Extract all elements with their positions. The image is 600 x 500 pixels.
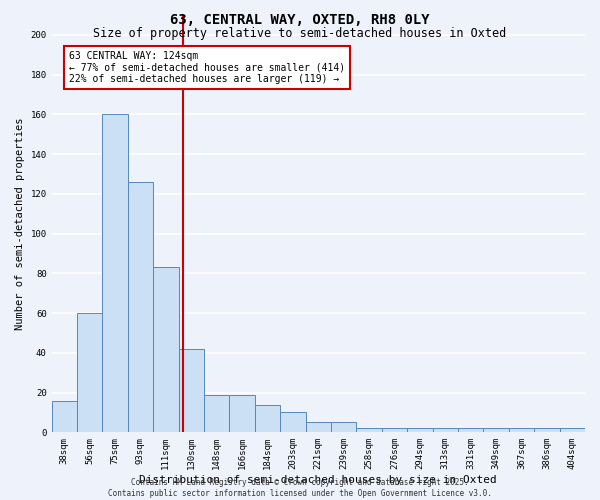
Y-axis label: Number of semi-detached properties: Number of semi-detached properties	[15, 118, 25, 330]
Bar	[484, 428, 509, 432]
Bar	[305, 422, 331, 432]
Bar	[534, 428, 560, 432]
Bar	[407, 428, 433, 432]
Text: Contains HM Land Registry data © Crown copyright and database right 2025.
Contai: Contains HM Land Registry data © Crown c…	[108, 478, 492, 498]
Bar	[382, 428, 407, 432]
Bar	[509, 428, 534, 432]
Bar	[356, 428, 382, 432]
Bar	[433, 428, 458, 432]
Bar	[458, 428, 484, 432]
Bar	[52, 400, 77, 432]
Bar	[255, 404, 280, 432]
Bar	[103, 114, 128, 432]
Bar	[331, 422, 356, 432]
Bar	[179, 349, 204, 432]
Bar	[128, 182, 153, 432]
Bar	[560, 428, 585, 432]
X-axis label: Distribution of semi-detached houses by size in Oxted: Distribution of semi-detached houses by …	[139, 475, 497, 485]
Text: Size of property relative to semi-detached houses in Oxted: Size of property relative to semi-detach…	[94, 28, 506, 40]
Bar	[280, 412, 305, 432]
Text: 63, CENTRAL WAY, OXTED, RH8 0LY: 63, CENTRAL WAY, OXTED, RH8 0LY	[170, 12, 430, 26]
Bar	[153, 268, 179, 432]
Text: 63 CENTRAL WAY: 124sqm
← 77% of semi-detached houses are smaller (414)
22% of se: 63 CENTRAL WAY: 124sqm ← 77% of semi-det…	[69, 51, 345, 84]
Bar	[204, 394, 229, 432]
Bar	[229, 394, 255, 432]
Bar	[77, 313, 103, 432]
